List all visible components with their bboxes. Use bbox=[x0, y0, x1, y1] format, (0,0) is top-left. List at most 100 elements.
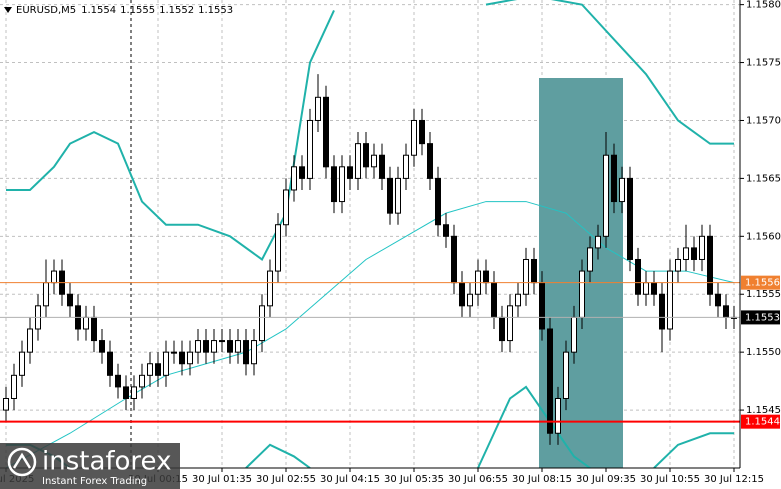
candle-body bbox=[307, 119, 313, 179]
x-tick-label: 30 Jul 08:15 bbox=[512, 474, 572, 485]
candle-body bbox=[587, 247, 593, 272]
candle-body bbox=[467, 293, 473, 307]
candle-body bbox=[251, 340, 257, 365]
candle-body bbox=[419, 119, 425, 145]
y-tick-label: 1.1570 bbox=[746, 115, 781, 126]
menu-arrow bbox=[4, 7, 12, 13]
candle-body bbox=[555, 397, 561, 434]
candle-body bbox=[403, 154, 409, 179]
candle-body bbox=[99, 340, 105, 353]
candle-body bbox=[227, 340, 233, 353]
candle-body bbox=[11, 374, 17, 399]
indicator-line bbox=[5, 201, 735, 468]
candle-body bbox=[155, 363, 161, 376]
candle-body bbox=[435, 177, 441, 226]
y-tick-label: 1.1545 bbox=[746, 405, 781, 416]
candle-body bbox=[643, 282, 649, 295]
low-price: 1.1552 bbox=[159, 5, 194, 16]
y-tick-label: 1.1580 bbox=[746, 0, 781, 11]
price-level-label: 1.1556 bbox=[745, 278, 780, 289]
candle-body bbox=[315, 96, 321, 121]
price-level-label: 1.1544 bbox=[745, 417, 780, 428]
candle-body bbox=[51, 270, 57, 284]
candle-body bbox=[675, 258, 681, 272]
candle-body bbox=[139, 374, 145, 388]
candle-body bbox=[651, 282, 657, 295]
symbol: EURUSD,M5 bbox=[16, 5, 76, 16]
x-tick-label: 30 Jul 12:15 bbox=[704, 474, 764, 485]
candle-body bbox=[667, 270, 673, 330]
candle-body bbox=[275, 224, 281, 272]
candle-body bbox=[163, 351, 169, 376]
candle-body bbox=[115, 374, 121, 388]
candle-body bbox=[299, 166, 305, 179]
candle-body bbox=[339, 166, 345, 203]
candle-body bbox=[331, 166, 337, 203]
candle-body bbox=[547, 328, 553, 434]
candle-body bbox=[579, 270, 585, 318]
candle-body bbox=[107, 351, 113, 376]
tagline: Instant Forex Trading bbox=[42, 476, 147, 487]
candle-body bbox=[723, 305, 729, 318]
candle-body bbox=[27, 328, 33, 353]
candle-body bbox=[195, 340, 201, 353]
candle-body bbox=[563, 351, 569, 399]
price-level-box bbox=[741, 275, 780, 290]
candle-body bbox=[3, 397, 9, 411]
plot-area bbox=[0, 0, 740, 468]
candle-body bbox=[523, 258, 529, 295]
candle-body bbox=[459, 282, 465, 307]
candle-body bbox=[715, 293, 721, 307]
candle-body bbox=[379, 154, 385, 179]
candle-body bbox=[499, 316, 505, 342]
candle-body bbox=[371, 154, 377, 168]
candle-body bbox=[267, 270, 273, 307]
candle-body bbox=[659, 293, 665, 330]
logo-icon-mark bbox=[12, 452, 32, 469]
candle-body bbox=[627, 177, 633, 260]
y-tick-label: 1.1560 bbox=[746, 231, 781, 242]
candle-body bbox=[243, 340, 249, 365]
candle-body bbox=[531, 258, 537, 284]
candle-body bbox=[219, 340, 225, 343]
candle-body bbox=[363, 143, 369, 168]
candle-body bbox=[483, 270, 489, 284]
candle-body bbox=[203, 340, 209, 353]
candle-body bbox=[283, 189, 289, 226]
candle-body bbox=[427, 143, 433, 179]
candle-body bbox=[131, 386, 137, 399]
candle-body bbox=[19, 351, 25, 376]
x-tick-label: 30 Jul 04:15 bbox=[320, 474, 380, 485]
candle-body bbox=[611, 154, 617, 203]
y-tick-label: 1.1550 bbox=[746, 347, 781, 358]
candle-body bbox=[91, 316, 97, 342]
price-level-label: 1.1553 bbox=[745, 312, 780, 323]
candle-body bbox=[491, 282, 497, 318]
watermark: instaforex Instant Forex Trading bbox=[0, 443, 180, 489]
candle-body bbox=[187, 351, 193, 365]
indicator-line bbox=[6, 0, 734, 261]
candle-body bbox=[355, 143, 361, 179]
close-price: 1.1553 bbox=[198, 5, 233, 16]
x-tick-label: 30 Jul 06:55 bbox=[448, 474, 508, 485]
y-tick-label: 1.1565 bbox=[746, 173, 781, 184]
chart-header: EURUSD,M5 1.1554 1.1555 1.1552 1.1553 bbox=[16, 5, 233, 16]
candle-body bbox=[179, 351, 185, 365]
candle-body bbox=[707, 235, 713, 295]
x-tick-label: 30 Jul 10:55 bbox=[640, 474, 700, 485]
candle-body bbox=[211, 340, 217, 353]
price-level-box bbox=[741, 310, 780, 325]
x-tick-label: 30 Jul 09:35 bbox=[576, 474, 636, 485]
price-level-box bbox=[741, 414, 780, 429]
y-tick-label: 1.1575 bbox=[746, 58, 781, 69]
candle-body bbox=[259, 305, 265, 342]
candle-body bbox=[515, 293, 521, 307]
candle-body bbox=[123, 386, 129, 399]
candle-body bbox=[691, 247, 697, 260]
candle-body bbox=[387, 177, 393, 214]
x-tick-label: 30 Jul 01:35 bbox=[192, 474, 252, 485]
candle-body bbox=[595, 235, 601, 249]
candle-body bbox=[347, 166, 353, 179]
